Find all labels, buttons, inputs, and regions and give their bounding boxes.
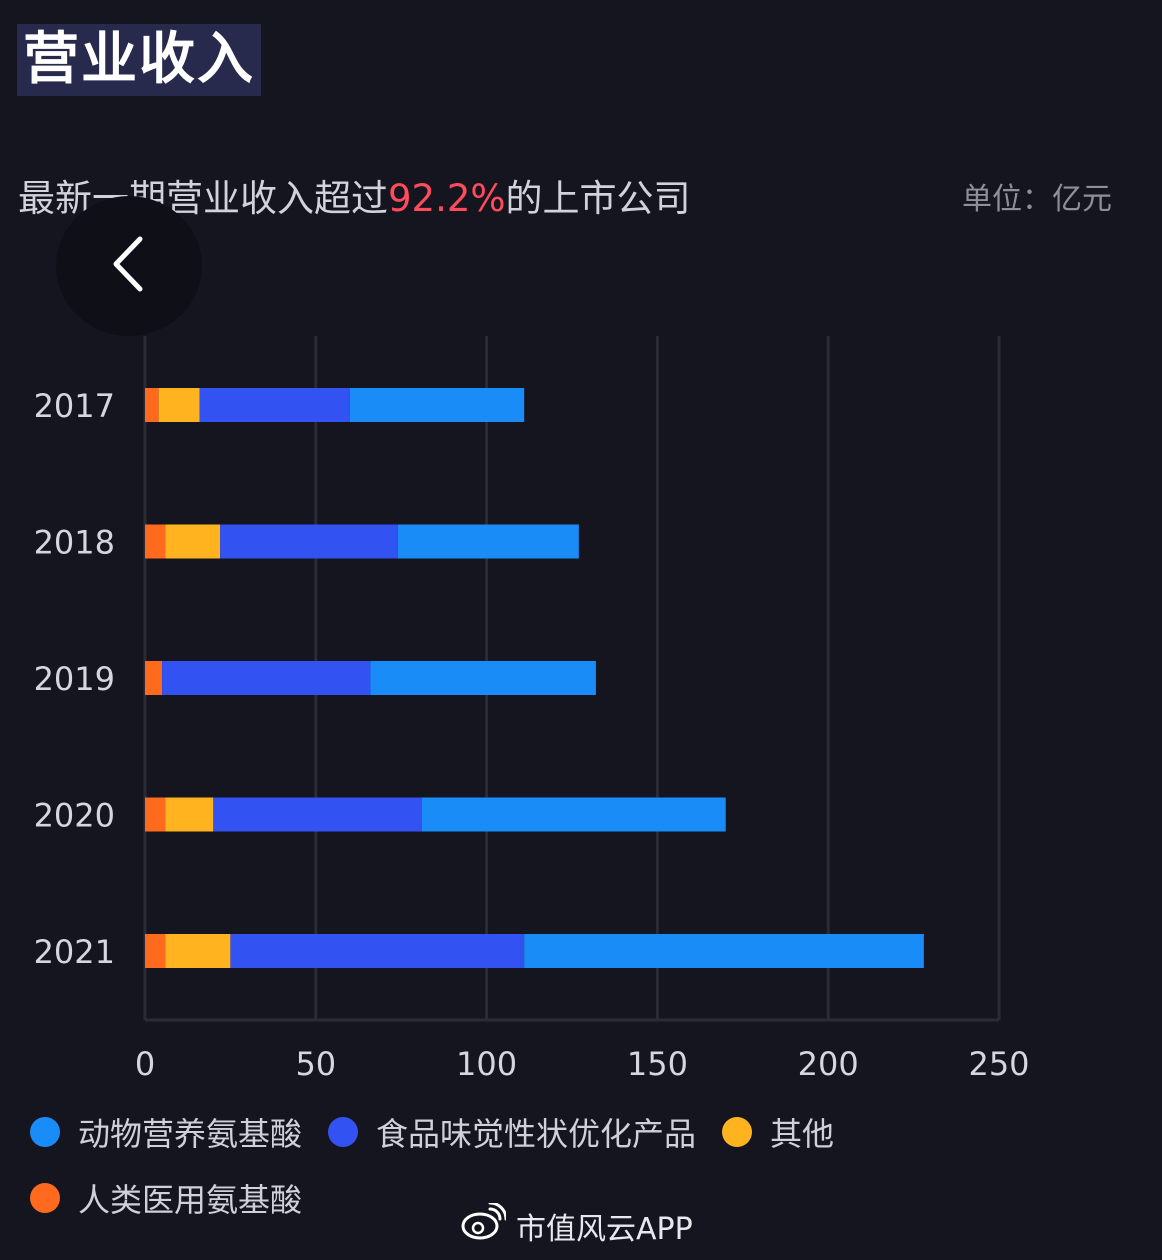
bar-segment (230, 934, 525, 968)
bar-segment (162, 661, 371, 695)
watermark-text: 市值风云APP (516, 1212, 693, 1247)
page-title-block: 营业收入 (17, 24, 261, 96)
bar-segment (158, 388, 200, 422)
subtitle-highlight: 92.2% (388, 177, 506, 220)
legend-dot (30, 1183, 60, 1213)
bar-segment (199, 388, 350, 422)
legend-dot (30, 1117, 60, 1147)
y-category-label: 2018 (34, 524, 115, 562)
weibo-icon (460, 1201, 516, 1249)
legend-label: 动物营养氨基酸 (78, 1115, 303, 1153)
x-tick-label: 100 (456, 1045, 517, 1083)
watermark: 市值风云APP (460, 1201, 693, 1249)
bar-segment (145, 661, 163, 695)
bar-segment (421, 797, 726, 832)
bar-segment (397, 524, 579, 559)
x-tick-label: 200 (798, 1045, 859, 1083)
legend-item-food-flavor: 食品味觉性状优化产品 (328, 1110, 696, 1154)
chart-legend: 动物营养氨基酸 食品味觉性状优化产品 其他 人类医用氨基酸 (30, 1110, 1030, 1220)
x-tick-label: 50 (295, 1045, 336, 1083)
legend-dot (328, 1117, 359, 1147)
bar-segment (165, 797, 214, 832)
bar-segment (145, 934, 166, 968)
legend-item-human-medical: 人类医用氨基酸 (30, 1176, 302, 1220)
bar-segment (165, 934, 231, 968)
x-tick-label: 0 (135, 1045, 155, 1083)
subtitle-prefix: 最新一期营业收入超过 (18, 177, 388, 220)
legend-item-other: 其他 (722, 1110, 834, 1154)
x-tick-label: 150 (627, 1045, 688, 1083)
y-category-label: 2020 (34, 797, 115, 835)
bar-segment (145, 388, 159, 422)
unit-label: 单位：亿元 (962, 182, 1112, 217)
x-tick-label: 250 (968, 1045, 1029, 1083)
back-button[interactable] (56, 196, 202, 336)
bar-segment (145, 524, 166, 559)
bar-segment (213, 797, 422, 832)
bar-segment (165, 524, 221, 559)
revenue-bar-chart: 0 50 100 150 200 250 2017 2018 2019 2020 2021 (34, 336, 1030, 1083)
legend-label: 人类医用氨基酸 (78, 1181, 303, 1219)
subtitle-suffix: 的上市公司 (505, 177, 691, 220)
legend-item-animal-amino: 动物营养氨基酸 (30, 1110, 302, 1154)
chevron-left-icon (104, 229, 154, 303)
bar-segment (145, 797, 166, 832)
page-title: 营业收入 (23, 27, 255, 92)
legend-label: 其他 (770, 1115, 835, 1153)
bar-segment (370, 661, 596, 695)
legend-dot (722, 1117, 753, 1147)
legend-label: 食品味觉性状优化产品 (376, 1115, 697, 1153)
bar-segment (349, 388, 525, 422)
bar-segment (220, 524, 398, 559)
y-category-label: 2019 (34, 660, 115, 698)
y-category-label: 2021 (34, 933, 115, 971)
y-category-label: 2017 (34, 387, 115, 425)
bar-segment (524, 934, 924, 968)
